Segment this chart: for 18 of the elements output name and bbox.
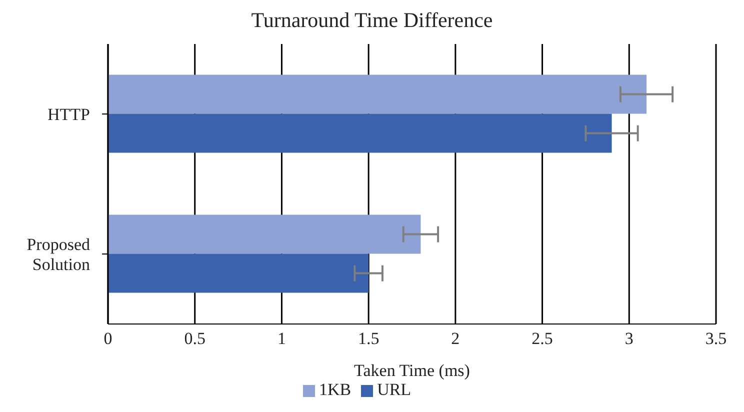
bar: [108, 214, 421, 254]
x-axis-title: Taken Time (ms): [354, 361, 470, 380]
chart-title: Turnaround Time Difference: [250, 8, 494, 34]
x-tick-label: 2: [451, 329, 460, 348]
legend-label: 1KB: [318, 380, 352, 399]
y-tick-label: HTTP: [48, 104, 90, 124]
x-tick-label: 2.5: [532, 329, 553, 348]
x-tick-label: 1: [277, 329, 286, 348]
x-tick-label: 0: [104, 329, 112, 348]
legend-label: URL: [377, 380, 412, 399]
bar: [108, 114, 612, 153]
x-tick-label: 3.5: [705, 329, 727, 348]
x-tick-label: 1.5: [358, 329, 380, 348]
y-tick-label: Proposed Solution: [26, 234, 90, 274]
x-tick-label: 0.5: [184, 329, 206, 348]
bar: [108, 254, 369, 293]
bar: [108, 74, 647, 114]
x-tick-label: 3: [624, 329, 634, 348]
